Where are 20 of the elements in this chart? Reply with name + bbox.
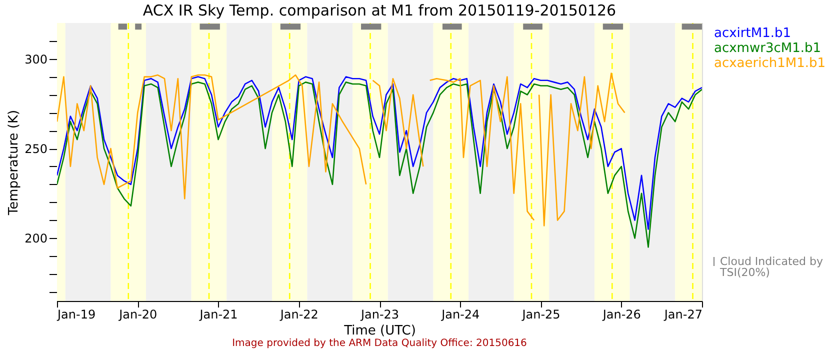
x-tick-label: Jan-25 bbox=[521, 308, 560, 322]
x-tick-label: Jan-27 bbox=[663, 308, 702, 322]
x-tick-label: Jan-23 bbox=[360, 308, 400, 322]
y-tick-label: 250 bbox=[24, 142, 48, 156]
legend-label: Cloud Indicated by TSI(20%) bbox=[719, 255, 824, 279]
text: acxirtM1.b1 bbox=[714, 26, 792, 41]
y-tick-label: 300 bbox=[24, 52, 48, 66]
text: acxmwr3cM1.b1 bbox=[714, 41, 822, 56]
x-axis-title: Time (UTC) bbox=[343, 324, 416, 338]
y-tick-label: 200 bbox=[24, 232, 48, 246]
text: Image provided by the ARM Data Quality Office: 20150616 bbox=[232, 338, 527, 349]
x-tick-label: Jan-26 bbox=[602, 308, 641, 322]
y-axis-title: Temperature (K) bbox=[6, 110, 22, 216]
x-tick-label: Jan-22 bbox=[279, 308, 318, 322]
chart-title: ACX IR Sky Temp. comparison at M1 from 20150119-20150126 bbox=[142, 1, 616, 20]
text: acxaerich1M1.b1 bbox=[714, 56, 826, 71]
x-tick-label: Jan-19 bbox=[56, 308, 96, 322]
x-tick-label: Jan-20 bbox=[118, 308, 158, 322]
x-tick-label: Jan-24 bbox=[440, 308, 480, 322]
x-tick-label: Jan-21 bbox=[198, 308, 238, 322]
